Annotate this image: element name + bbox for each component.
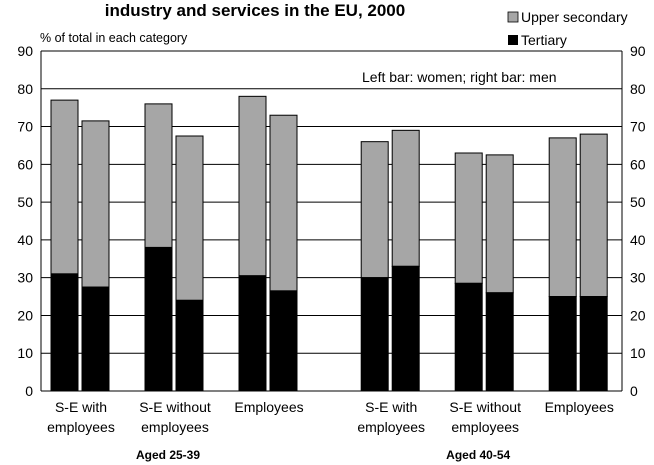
left-tick-label: 30 [17, 270, 33, 286]
bar-tertiary-women [454, 282, 483, 392]
right-tick-label: 50 [630, 194, 646, 210]
legend-label-tertiary: Tertiary [521, 32, 567, 48]
category-label: S-E without [139, 399, 211, 415]
right-tick-label: 30 [630, 270, 646, 286]
bars [50, 95, 608, 392]
category-label: Employees [545, 399, 614, 415]
right-tick-label: 0 [630, 383, 638, 399]
left-tick-label: 80 [17, 81, 33, 97]
bar-upper-secondary-men [579, 133, 608, 298]
left-tick-label: 10 [17, 345, 33, 361]
right-tick-label: 20 [630, 307, 646, 323]
bar-tertiary-men [579, 296, 608, 392]
unit-label: % of total in each category [40, 31, 188, 45]
bar-upper-secondary-women [548, 137, 577, 298]
bar-upper-secondary-men [485, 154, 514, 294]
group-label: Aged 40-54 [446, 448, 510, 462]
left-tick-label: 90 [17, 43, 33, 59]
category-label: employees [451, 419, 519, 435]
category-label: S-E with [55, 399, 107, 415]
bar-tertiary-men [485, 292, 514, 392]
left-axis-tick-labels: 0 10 20 30 40 50 60 70 80 90 [17, 43, 33, 399]
legend-swatch-tertiary [508, 35, 518, 45]
bar-tertiary-women [144, 246, 173, 392]
bar-upper-secondary-women [50, 99, 79, 275]
right-tick-label: 80 [630, 81, 646, 97]
category-label: employees [141, 419, 209, 435]
category-labels: S-E with employees S-E without employees Emp… [47, 399, 614, 435]
bar-tertiary-men [269, 290, 298, 392]
bar-tertiary-men [391, 265, 420, 392]
right-tick-label: 60 [630, 156, 646, 172]
legend-label-upper-secondary: Upper secondary [521, 9, 628, 25]
category-label: Employees [234, 399, 303, 415]
bar-upper-secondary-women [238, 95, 267, 277]
left-tick-label: 20 [17, 307, 33, 323]
gridlines [41, 50, 622, 354]
axes [40, 51, 623, 392]
category-label: S-E with [365, 399, 417, 415]
right-tick-label: 90 [630, 43, 646, 59]
bar-upper-secondary-women [144, 103, 173, 248]
left-tick-label: 0 [25, 383, 33, 399]
bar-upper-secondary-men [269, 114, 298, 292]
chart-title: industry and services in the EU, 2000 [105, 1, 405, 20]
category-label: employees [357, 419, 425, 435]
left-tick-label: 40 [17, 232, 33, 248]
left-tick-label: 70 [17, 119, 33, 135]
legend-swatch-upper-secondary [507, 11, 519, 23]
left-tick-label: 60 [17, 156, 33, 172]
bar-tertiary-women [238, 275, 267, 392]
bar-tertiary-women [50, 273, 79, 392]
annotation-note: Left bar: women; right bar: men [362, 69, 557, 85]
bar-tertiary-women [548, 296, 577, 392]
bar-upper-secondary-men [391, 129, 420, 267]
left-tick-label: 50 [17, 194, 33, 210]
group-labels: Aged 25-39 Aged 40-54 [136, 448, 511, 462]
right-tick-label: 40 [630, 232, 646, 248]
bar-tertiary-men [81, 286, 110, 392]
bar-upper-secondary-men [175, 135, 204, 301]
bar-tertiary-women [360, 277, 389, 392]
right-tick-label: 10 [630, 345, 646, 361]
group-label: Aged 25-39 [136, 448, 200, 462]
bar-upper-secondary-women [454, 152, 483, 284]
bar-upper-secondary-women [360, 141, 389, 279]
right-axis-tick-labels: 0 10 20 30 40 50 60 70 80 90 [630, 43, 646, 399]
category-label: S-E without [449, 399, 521, 415]
right-tick-label: 70 [630, 119, 646, 135]
category-label: employees [47, 419, 115, 435]
bar-tertiary-men [175, 299, 204, 392]
bar-upper-secondary-men [81, 120, 110, 288]
